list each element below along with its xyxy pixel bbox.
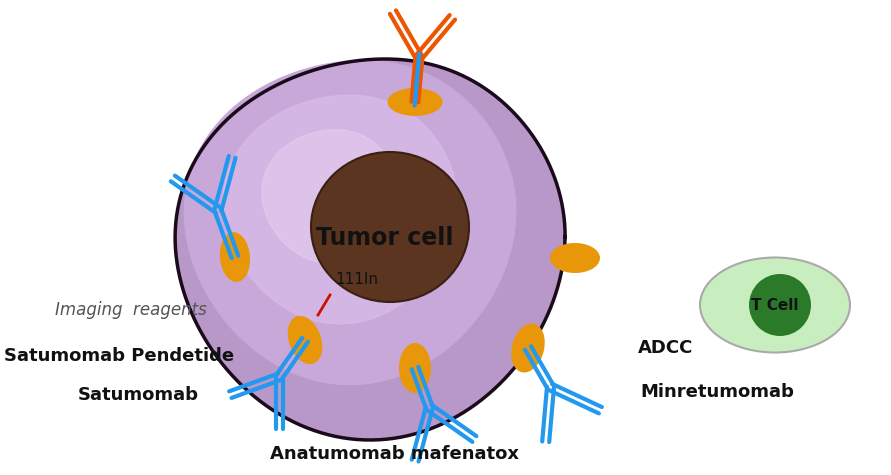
Ellipse shape	[311, 152, 469, 302]
Ellipse shape	[749, 274, 811, 336]
Ellipse shape	[550, 243, 600, 273]
Polygon shape	[223, 95, 457, 324]
Text: Anatumomab mafenatox: Anatumomab mafenatox	[271, 445, 519, 463]
Ellipse shape	[511, 323, 544, 372]
Ellipse shape	[220, 232, 250, 282]
Text: T Cell: T Cell	[751, 297, 798, 313]
Text: Imaging  reagents: Imaging reagents	[55, 301, 207, 319]
Ellipse shape	[388, 88, 443, 116]
Text: Minretumomab: Minretumomab	[640, 383, 794, 401]
Polygon shape	[176, 59, 565, 440]
Ellipse shape	[700, 257, 850, 352]
Text: Satumomab Pendetide: Satumomab Pendetide	[4, 347, 234, 365]
Text: ADCC: ADCC	[638, 339, 693, 357]
Ellipse shape	[399, 343, 431, 393]
Text: 111In: 111In	[335, 273, 378, 287]
Polygon shape	[262, 130, 398, 263]
Text: Satumomab: Satumomab	[78, 386, 199, 404]
Ellipse shape	[288, 316, 323, 364]
Polygon shape	[184, 61, 516, 385]
Text: Tumor cell: Tumor cell	[316, 226, 454, 250]
